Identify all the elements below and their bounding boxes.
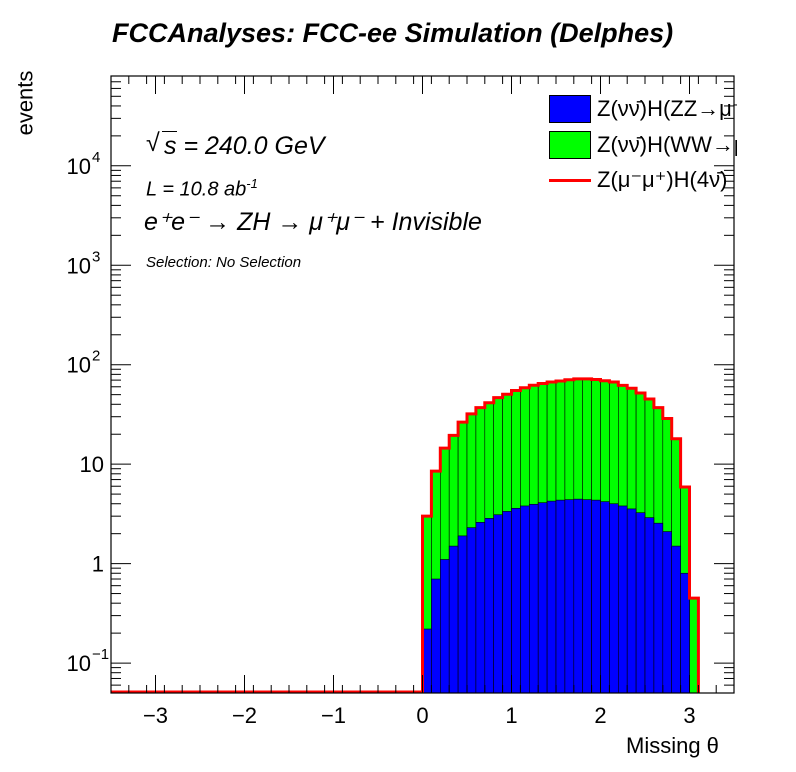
zz-bar (573, 498, 583, 694)
zz-bar (617, 505, 628, 694)
legend-label-zz: Z(νν̄)H(ZZ→μ⁻μ⁺ν⁺ (597, 96, 737, 121)
process-annotation: e⁺e⁻ → ZH → μ⁺μ⁻ + Invisible (144, 208, 482, 236)
legend-swatch-signal (549, 179, 591, 182)
legend-swatch-zz (549, 95, 591, 123)
y-tick-label: 10 (67, 651, 91, 676)
sqrt-s-symbol: s (162, 131, 177, 160)
zz-bar (662, 531, 672, 694)
x-axis-label: Missing θ (626, 733, 719, 758)
series-signal-line (421, 377, 700, 693)
zz-bar (626, 508, 637, 694)
zz-bar (448, 545, 459, 694)
y-tick-exponent: 4 (92, 149, 100, 166)
y-tick-label: 10 (67, 353, 91, 378)
y-tick-exponent: 3 (92, 248, 100, 265)
zz-bar (591, 499, 601, 694)
sqrt-s-value: = 240.0 GeV (176, 132, 325, 160)
legend-label-ww: Z(νν̄)H(WW→μ⁻ν̄μ (597, 132, 737, 157)
sqrt-s-annotation: √ s = 240.0 GeV (146, 129, 325, 160)
x-tick-label: −1 (321, 703, 346, 728)
x-tick-label: −2 (232, 703, 257, 728)
zz-bar (528, 503, 539, 694)
lumi-prefix: L = 10.8 ab (146, 178, 247, 201)
zz-bar (484, 518, 494, 694)
luminosity-annotation: L = 10.8 ab-1 (146, 176, 258, 202)
y-tick-label: 10 (67, 253, 91, 278)
zz-bar (671, 545, 681, 694)
zz-bar (555, 499, 566, 694)
zz-bar (439, 559, 450, 694)
x-tick-label: 0 (416, 703, 428, 728)
zz-bar (609, 503, 619, 694)
x-axis-ticks: −3 −2 −1 0 1 2 3 (110, 76, 735, 728)
lumi-exponent: -1 (246, 176, 258, 191)
zz-bar (457, 535, 468, 694)
zz-bar (653, 522, 664, 694)
zz-bar (511, 507, 521, 694)
zz-bar (431, 578, 441, 694)
zz-bar (493, 514, 503, 694)
zz-bar (546, 500, 557, 694)
chart-title: FCCAnalyses: FCC-ee Simulation (Delphes) (112, 18, 674, 48)
y-tick-exponent: −1 (92, 646, 109, 663)
zz-bar (600, 501, 610, 694)
legend-swatch-ww (549, 131, 591, 159)
y-tick-exponent: 2 (92, 348, 100, 365)
zz-bar (644, 517, 655, 694)
zz-bar (466, 527, 477, 694)
zz-bar (582, 499, 592, 694)
zz-bar (564, 499, 575, 694)
legend-label-signal: Z(μ⁻μ⁺)H(4ν̄) (597, 167, 728, 192)
zz-bar (537, 502, 548, 694)
y-tick-label: 10 (67, 154, 91, 179)
y-tick-label: 10 (80, 452, 104, 477)
x-tick-label: 1 (505, 703, 517, 728)
y-tick-label: 1 (92, 552, 104, 577)
series-zz-bars (422, 498, 690, 694)
x-tick-label: 2 (594, 703, 606, 728)
x-tick-label: −3 (143, 703, 168, 728)
zz-bar (635, 512, 646, 694)
selection-annotation: Selection: No Selection (146, 254, 302, 271)
y-axis-label: events (12, 70, 38, 136)
zz-bar (520, 505, 530, 694)
zz-bar (475, 522, 486, 694)
x-tick-label: 3 (683, 703, 695, 728)
zz-bar (502, 511, 512, 694)
